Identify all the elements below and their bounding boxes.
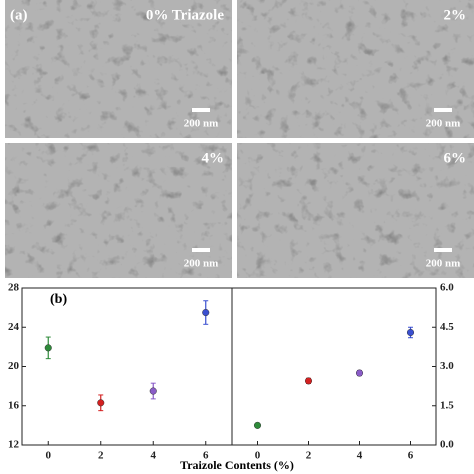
point [202, 308, 210, 317]
y-tick-label: 20 [8, 360, 20, 372]
point [406, 328, 415, 337]
x-tick-label: 0 [255, 450, 261, 462]
sem-image: 2% 200 nm [237, 0, 474, 138]
point [149, 387, 157, 395]
panel-label: (a) [10, 7, 28, 23]
sem-texture [5, 0, 232, 138]
sem-texture [237, 0, 474, 138]
x-tick-label: 4 [357, 450, 363, 462]
sem-texture [237, 143, 474, 278]
y-tick-label: 3.0 [440, 360, 454, 372]
x-tick-label: 0 [46, 450, 52, 462]
scale-bar-label: 200 nm [184, 118, 219, 130]
sem-label: 6% [444, 150, 467, 166]
x-tick-label: 6 [203, 450, 209, 462]
x-tick-label: 2 [98, 450, 104, 462]
scale-bar [434, 248, 452, 252]
scale-bar [434, 108, 452, 112]
scale-bar-label: 200 nm [184, 258, 219, 270]
y-tick-label: 4.5 [440, 321, 454, 333]
y-tick-label: 28 [8, 282, 20, 294]
point [97, 399, 105, 407]
point [253, 421, 262, 429]
y-tick-label: 24 [8, 321, 20, 333]
x-tick-label: 2 [306, 450, 312, 462]
panel-label: (b) [50, 292, 67, 307]
scale-bar [192, 108, 210, 112]
scale-bar-label: 200 nm [426, 118, 461, 130]
plot-frame [231, 287, 437, 446]
point [44, 344, 52, 352]
y-tick-label: 1.5 [440, 399, 454, 411]
point [304, 377, 313, 385]
x-tick-label: 6 [408, 450, 414, 462]
sem-label: 0% Triazole [146, 7, 225, 23]
y-tick-label: 16 [8, 399, 20, 411]
sem-label: 4% [202, 150, 225, 166]
sem-image: 4% 200 nm [5, 143, 232, 278]
x-tick-label: 4 [151, 450, 157, 462]
sem-texture [5, 143, 232, 278]
y-tick-label: 0.0 [440, 439, 454, 451]
scale-bar [192, 248, 210, 252]
x-axis-label: Traizole Contents (%) [180, 458, 294, 472]
y-tick-label: 12 [8, 439, 20, 451]
scale-bar-label: 200 nm [426, 258, 461, 270]
y-tick-label: 6.0 [440, 282, 454, 294]
point [355, 369, 364, 377]
sem-label: 2% [444, 7, 467, 23]
plot-frame [21, 287, 233, 446]
sem-image: 0% Triazole 200 nm [5, 0, 232, 138]
sem-image: 6% 200 nm [237, 143, 474, 278]
